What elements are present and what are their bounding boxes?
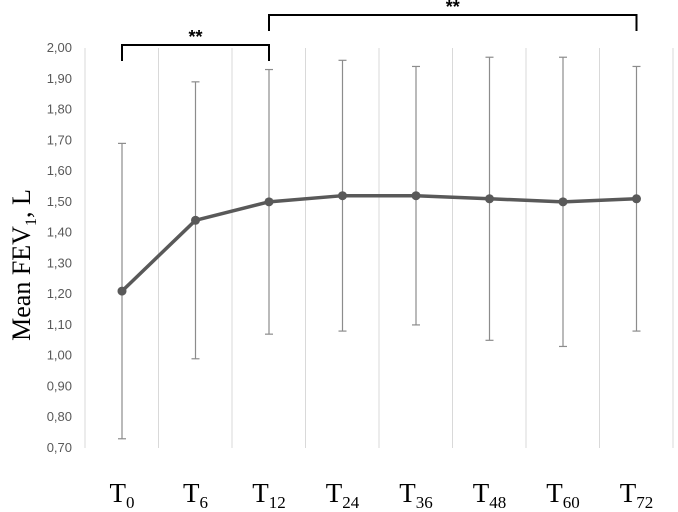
significance-label: ** [446,0,460,17]
y-tick-label: 0,90 [47,378,72,393]
x-tick-label-main: T [183,478,200,508]
x-tick-label: T12 [252,478,286,512]
data-point [558,197,568,207]
x-tick-label: T60 [546,478,580,512]
x-tick-label-main: T [399,478,416,508]
x-tick-label-sub: 48 [489,493,506,512]
data-point [411,191,421,201]
y-tick-label: 2,00 [47,40,72,55]
x-tick-label-main: T [546,478,563,508]
data-points [117,191,641,296]
significance-bracket [268,14,638,31]
significance-bracket [121,44,270,61]
y-tick-label: 1,20 [47,286,72,301]
x-tick-label-main: T [620,478,637,508]
y-axis-label-main: Mean FEV [7,226,36,341]
x-tick-label-sub: 0 [126,493,135,512]
series-line [120,193,637,293]
x-tick-label-sub: 36 [416,493,433,512]
x-tick-label-sub: 12 [269,493,286,512]
y-tick-label: 0,70 [47,440,72,455]
y-tick-label: 1,00 [47,348,72,363]
series-line-path [120,193,637,293]
data-point [632,194,641,204]
x-tick-label: T24 [326,478,360,512]
y-tick-label: 1,10 [47,317,72,332]
y-axis-label-sub: 1 [23,218,40,226]
grid-lines [84,48,674,448]
data-point [117,286,127,296]
x-tick-label-sub: 6 [200,493,209,512]
x-tick-label-main: T [326,478,343,508]
x-tick-label-sub: 72 [636,493,653,512]
data-point [485,194,494,204]
x-tick-label-main: T [252,478,269,508]
x-tick-label-sub: 60 [563,493,580,512]
x-tick-label: T6 [183,478,208,512]
y-tick-label: 1,70 [47,132,72,147]
significance-brackets: ** ** [121,0,638,61]
y-tick-label: 1,40 [47,225,72,240]
x-tick-label: T48 [473,478,507,512]
x-tick-label-sub: 24 [342,493,360,512]
data-point [338,191,347,201]
x-tick-label: T36 [399,478,433,512]
data-point [191,215,200,225]
y-tick-label: 1,60 [47,163,72,178]
y-tick-label: 1,80 [47,102,72,117]
x-axis-ticks: T0 T6 T12 T24 T36 T48 T60 T72 [110,478,654,512]
y-axis-label: Mean FEV1, L [7,189,40,341]
y-tick-label: 1,50 [47,194,72,209]
x-tick-label: T72 [620,478,654,512]
significance-label: ** [188,27,202,47]
x-tick-label: T0 [110,478,135,512]
y-tick-label: 1,30 [47,255,72,270]
y-axis-ticks: 0,70 0,80 0,90 1,00 1,10 1,20 1,30 1,40 1,50 1,60… [47,40,72,455]
y-tick-label: 1,90 [47,71,72,86]
y-axis-label-rest: , L [7,189,36,218]
data-point [264,197,274,207]
x-tick-label-main: T [110,478,127,508]
x-tick-label-main: T [473,478,490,508]
y-tick-label: 0,80 [47,409,72,424]
